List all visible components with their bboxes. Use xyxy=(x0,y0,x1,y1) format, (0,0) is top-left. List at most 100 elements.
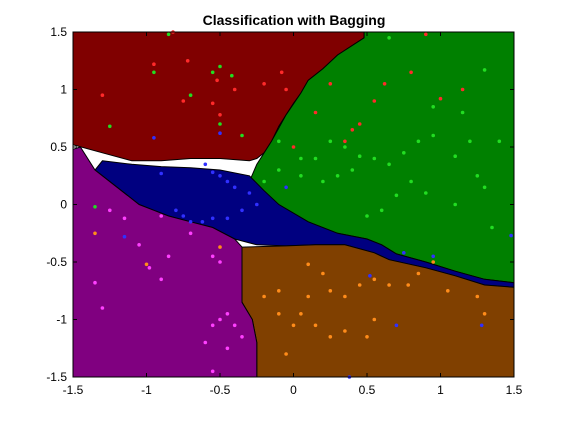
point-purple xyxy=(203,340,208,345)
point-red xyxy=(185,59,190,63)
point-green xyxy=(93,205,97,209)
y-tick-label: -1.5 xyxy=(46,370,67,384)
point-green xyxy=(497,139,502,144)
point-green xyxy=(299,174,303,178)
point-green xyxy=(402,151,406,155)
point-blue xyxy=(402,251,406,255)
point-red xyxy=(438,96,443,101)
point-orange xyxy=(277,289,281,293)
point-orange xyxy=(313,323,318,328)
point-green xyxy=(453,202,458,207)
point-green xyxy=(468,139,472,144)
point-purple xyxy=(159,277,163,282)
point-green xyxy=(357,154,362,158)
point-red xyxy=(284,87,288,92)
point-red xyxy=(460,87,465,92)
point-red xyxy=(424,32,428,37)
point-orange xyxy=(291,323,296,328)
point-red xyxy=(100,93,105,97)
point-purple xyxy=(210,254,215,259)
point-orange xyxy=(93,231,97,236)
data-points xyxy=(93,30,513,379)
point-orange xyxy=(357,283,362,287)
x-axis: -1.5 -1 -0.5 0 0.5 1 1.5 xyxy=(63,32,523,397)
y-tick-label: 0 xyxy=(60,198,67,212)
point-purple xyxy=(147,266,152,270)
point-red xyxy=(328,82,333,86)
point-purple xyxy=(218,317,222,322)
point-green xyxy=(409,179,413,184)
point-green xyxy=(460,110,465,115)
point-blue xyxy=(181,214,186,218)
point-red xyxy=(409,70,413,75)
point-red xyxy=(262,82,266,86)
point-purple xyxy=(232,323,237,328)
point-orange xyxy=(277,312,281,316)
point-red xyxy=(350,128,355,132)
point-blue xyxy=(210,216,215,221)
point-green xyxy=(335,174,340,178)
point-blue xyxy=(225,179,230,184)
point-red xyxy=(291,145,296,149)
point-green xyxy=(394,193,399,198)
point-green xyxy=(365,214,369,218)
point-blue xyxy=(232,185,237,190)
point-orange xyxy=(416,271,421,276)
point-blue xyxy=(225,216,230,221)
point-red xyxy=(313,110,318,115)
point-green xyxy=(188,93,193,97)
point-green xyxy=(218,64,222,69)
point-green xyxy=(321,179,325,184)
point-green xyxy=(453,154,458,158)
point-green xyxy=(343,145,347,149)
point-green xyxy=(313,156,318,161)
point-blue xyxy=(200,220,205,224)
y-tick-label: -1 xyxy=(56,313,67,327)
point-blue xyxy=(431,254,436,259)
point-green xyxy=(490,225,494,230)
point-green xyxy=(431,105,436,109)
chart-title: Classification with Bagging xyxy=(203,12,386,28)
point-blue xyxy=(240,208,244,213)
decision-regions xyxy=(72,31,515,378)
point-green xyxy=(424,191,428,195)
plot-area xyxy=(72,30,515,379)
point-green xyxy=(387,36,391,40)
point-green xyxy=(328,139,333,144)
point-orange xyxy=(372,277,377,282)
point-blue xyxy=(210,170,215,175)
point-purple xyxy=(93,280,97,285)
point-red xyxy=(218,113,222,117)
point-blue xyxy=(479,323,484,328)
point-green xyxy=(166,32,171,37)
point-purple xyxy=(210,369,215,374)
point-green xyxy=(431,133,436,138)
point-blue xyxy=(122,234,127,239)
point-purple xyxy=(210,323,215,328)
point-red xyxy=(357,122,362,126)
point-purple xyxy=(166,254,171,259)
x-tick-label: -0.5 xyxy=(210,383,231,397)
point-orange xyxy=(218,245,222,249)
point-green xyxy=(475,174,480,178)
point-purple xyxy=(188,231,193,236)
point-purple xyxy=(100,306,105,310)
point-orange xyxy=(321,271,325,276)
point-green xyxy=(372,156,377,161)
point-orange xyxy=(431,260,436,264)
point-red xyxy=(152,62,156,66)
point-purple xyxy=(122,216,127,221)
point-orange xyxy=(262,294,266,299)
point-orange xyxy=(446,289,450,293)
point-purple xyxy=(137,243,141,247)
point-orange xyxy=(475,294,480,299)
x-tick-label: -1.5 xyxy=(63,383,84,397)
point-orange xyxy=(144,262,149,267)
point-orange xyxy=(482,312,487,316)
point-green xyxy=(299,156,303,161)
point-purple xyxy=(225,312,230,316)
point-orange xyxy=(284,352,288,356)
point-blue xyxy=(218,174,222,178)
point-red xyxy=(232,87,237,92)
